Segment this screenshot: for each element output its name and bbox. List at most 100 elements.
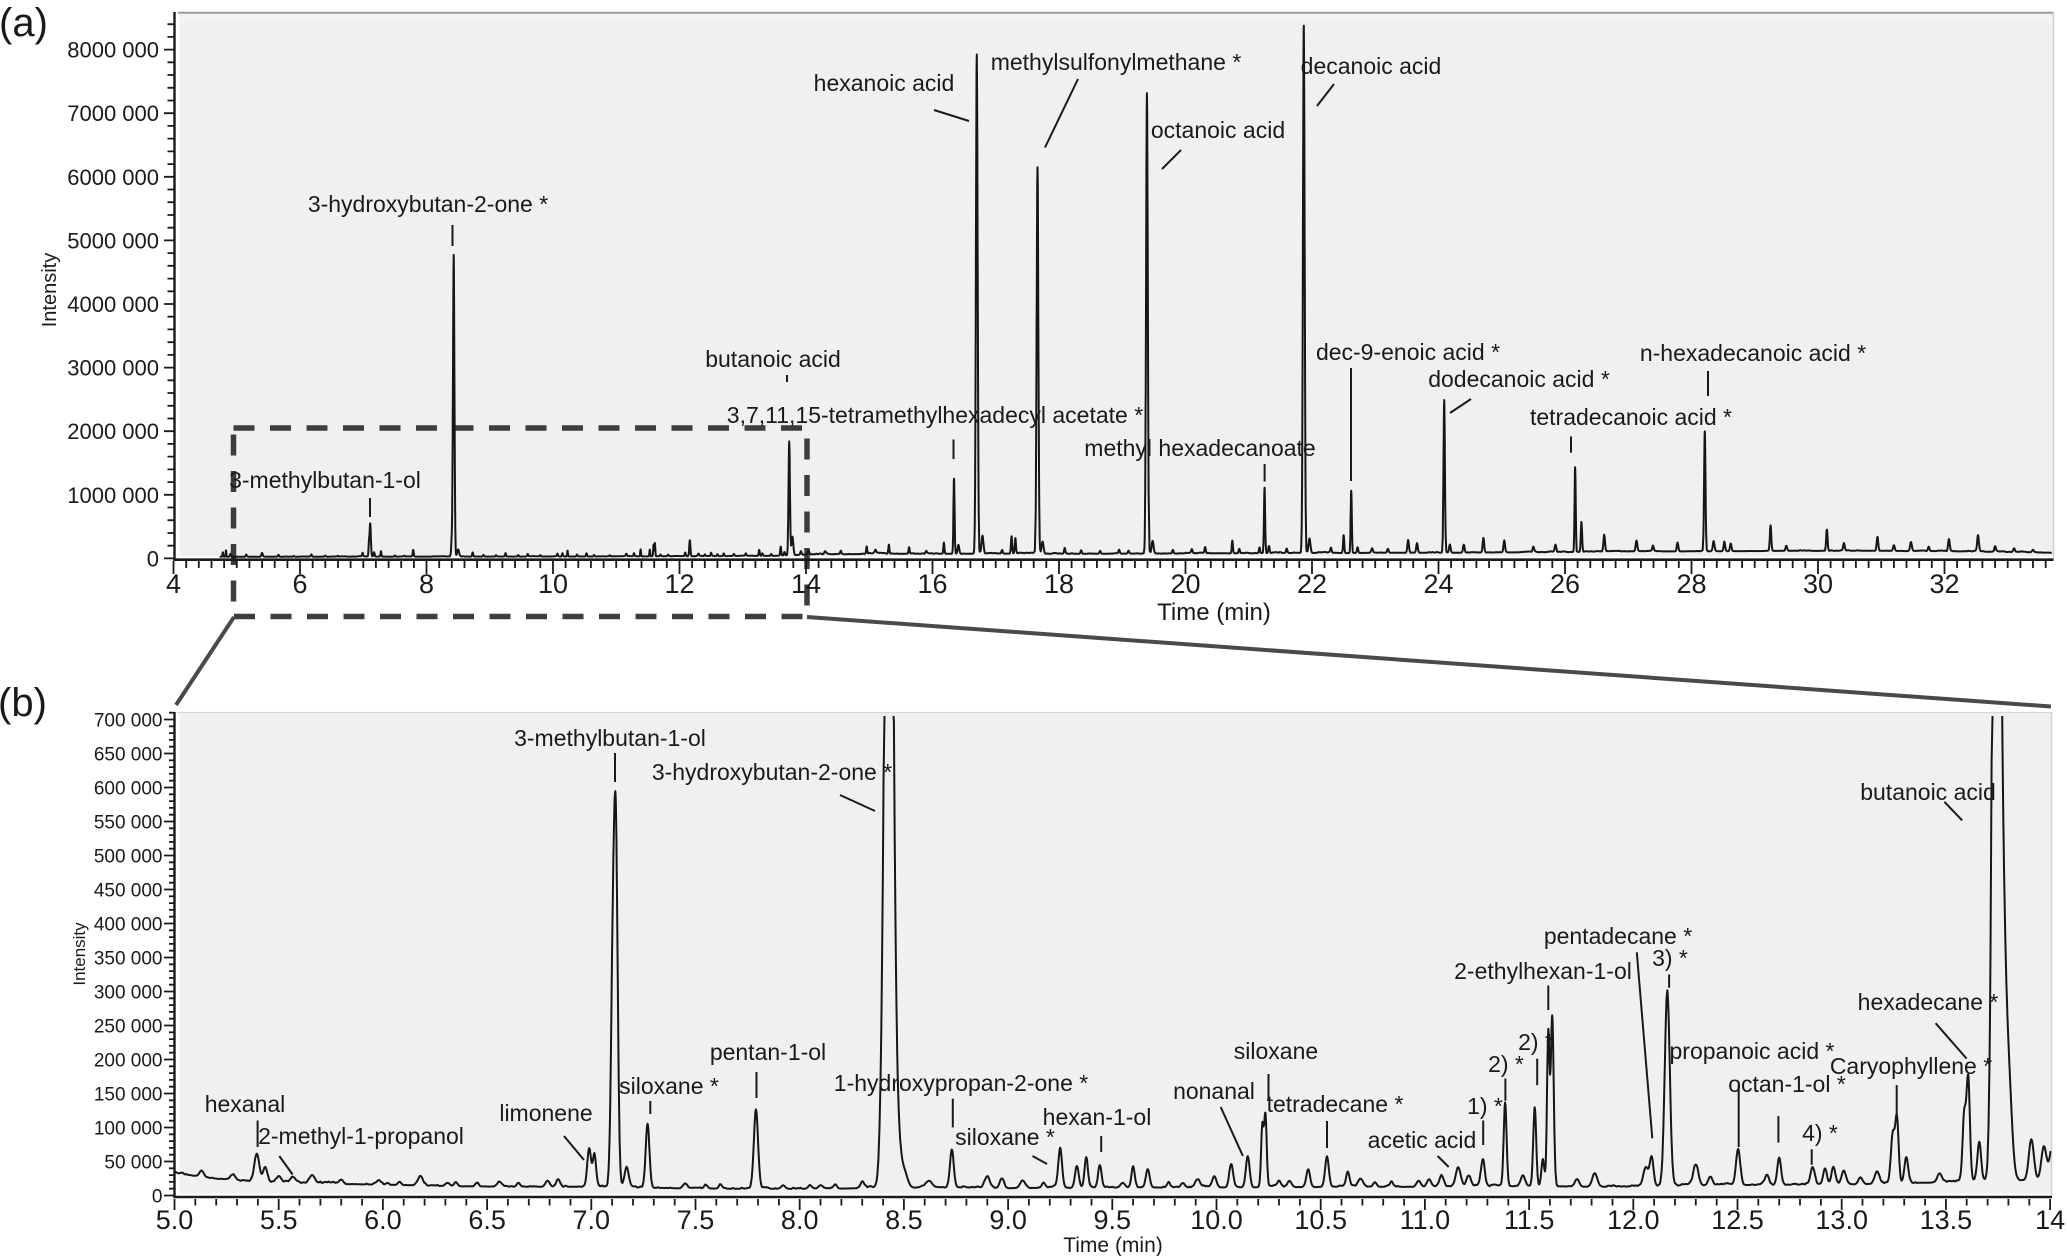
svg-text:4: 4 (166, 569, 181, 599)
svg-text:10.0: 10.0 (1190, 1205, 1243, 1235)
svg-text:Intensity: Intensity (70, 922, 89, 986)
svg-text:siloxane *: siloxane * (955, 1124, 1055, 1150)
svg-text:0: 0 (152, 1187, 163, 1208)
svg-text:siloxane: siloxane (1234, 1038, 1318, 1064)
svg-text:tetradecanoic acid *: tetradecanoic acid * (1530, 404, 1732, 430)
svg-text:butanoic acid: butanoic acid (705, 346, 841, 372)
svg-text:hexadecane *: hexadecane * (1858, 989, 1999, 1015)
svg-text:1-hydroxypropan-2-one *: 1-hydroxypropan-2-one * (834, 1070, 1088, 1096)
svg-text:12: 12 (664, 569, 694, 599)
svg-text:30: 30 (1803, 569, 1833, 599)
svg-text:11.5: 11.5 (1504, 1205, 1555, 1235)
svg-text:12.0: 12.0 (1607, 1205, 1660, 1235)
svg-text:9.0: 9.0 (989, 1205, 1027, 1235)
svg-text:2) *: 2) * (1488, 1051, 1524, 1077)
svg-text:hexanal: hexanal (205, 1091, 286, 1117)
svg-text:6.5: 6.5 (468, 1205, 506, 1235)
svg-text:7.0: 7.0 (573, 1205, 611, 1235)
svg-text:5.0: 5.0 (156, 1205, 194, 1235)
svg-text:Caryophyllene *: Caryophyllene * (1830, 1053, 1992, 1079)
svg-text:limonene: limonene (499, 1100, 592, 1126)
svg-text:20: 20 (1170, 569, 1200, 599)
svg-text:6000 000: 6000 000 (67, 165, 159, 190)
svg-text:14: 14 (2035, 1205, 2065, 1235)
svg-text:5000 000: 5000 000 (67, 228, 159, 253)
svg-text:acetic acid: acetic acid (1368, 1127, 1477, 1153)
svg-text:siloxane *: siloxane * (619, 1073, 719, 1099)
svg-text:5.5: 5.5 (260, 1205, 298, 1235)
svg-text:350 000: 350 000 (94, 949, 163, 970)
svg-text:1000 000: 1000 000 (67, 483, 159, 508)
svg-text:10: 10 (538, 569, 568, 599)
svg-text:9.5: 9.5 (1094, 1205, 1132, 1235)
svg-text:2-methyl-1-propanol: 2-methyl-1-propanol (258, 1123, 464, 1149)
svg-text:650 000: 650 000 (94, 745, 163, 766)
svg-text:13.0: 13.0 (1815, 1205, 1868, 1235)
svg-text:200 000: 200 000 (94, 1051, 163, 1072)
svg-text:13.5: 13.5 (1920, 1205, 1973, 1235)
svg-text:11.0: 11.0 (1400, 1205, 1451, 1235)
svg-text:3-hydroxybutan-2-one *: 3-hydroxybutan-2-one * (652, 759, 892, 785)
svg-text:6: 6 (292, 569, 307, 599)
svg-text:decanoic acid: decanoic acid (1301, 53, 1442, 79)
svg-text:1) *: 1) * (1467, 1093, 1503, 1119)
svg-text:pentadecane *: pentadecane * (1544, 923, 1692, 949)
svg-text:32: 32 (1929, 569, 1959, 599)
svg-text:methylsulfonylmethane *: methylsulfonylmethane * (991, 49, 1242, 75)
svg-text:22: 22 (1297, 569, 1327, 599)
svg-text:3-methylbutan-1-ol: 3-methylbutan-1-ol (514, 725, 706, 751)
svg-text:3) *: 3) * (1652, 945, 1688, 971)
svg-text:dodecanoic acid *: dodecanoic acid * (1428, 366, 1610, 392)
svg-text:4000 000: 4000 000 (67, 292, 159, 317)
svg-text:propanoic acid *: propanoic acid * (1670, 1038, 1835, 1064)
svg-text:300 000: 300 000 (94, 983, 163, 1004)
svg-text:3,7,11,15-tetramethylhexadecyl: 3,7,11,15-tetramethylhexadecyl acetate * (727, 402, 1143, 428)
svg-text:Intensity: Intensity (39, 253, 61, 327)
svg-text:26: 26 (1550, 569, 1580, 599)
svg-text:2-ethylhexan-1-ol: 2-ethylhexan-1-ol (1454, 958, 1632, 984)
svg-text:500 000: 500 000 (94, 847, 163, 868)
svg-text:(b): (b) (0, 681, 47, 725)
svg-text:18: 18 (1044, 569, 1074, 599)
svg-text:methyl hexadecanoate: methyl hexadecanoate (1084, 435, 1315, 461)
svg-text:3000 000: 3000 000 (67, 356, 159, 381)
svg-text:8.0: 8.0 (781, 1205, 819, 1235)
svg-text:2000 000: 2000 000 (67, 419, 159, 444)
svg-text:nonanal: nonanal (1173, 1078, 1255, 1104)
svg-text:octanoic acid: octanoic acid (1151, 117, 1285, 143)
svg-text:4) *: 4) * (1802, 1120, 1838, 1146)
svg-text:hexan-1-ol: hexan-1-ol (1043, 1104, 1152, 1130)
svg-text:8000 000: 8000 000 (67, 38, 159, 63)
svg-text:6.0: 6.0 (364, 1205, 402, 1235)
svg-text:dec-9-enoic acid *: dec-9-enoic acid * (1316, 339, 1500, 365)
svg-text:250 000: 250 000 (94, 1017, 163, 1038)
svg-text:pentan-1-ol: pentan-1-ol (710, 1039, 826, 1065)
svg-text:3-methylbutan-1-ol: 3-methylbutan-1-ol (229, 467, 421, 493)
svg-text:150 000: 150 000 (94, 1085, 163, 1106)
svg-text:50 000: 50 000 (104, 1153, 162, 1174)
svg-text:24: 24 (1423, 569, 1453, 599)
svg-text:28: 28 (1676, 569, 1706, 599)
svg-text:tetradecane *: tetradecane * (1267, 1091, 1404, 1117)
svg-text:0: 0 (147, 546, 159, 571)
svg-text:12.5: 12.5 (1711, 1205, 1764, 1235)
svg-text:8.5: 8.5 (885, 1205, 923, 1235)
svg-text:700 000: 700 000 (94, 711, 163, 732)
svg-text:butanoic acid: butanoic acid (1860, 779, 1996, 805)
svg-text:octan-1-ol *: octan-1-ol * (1728, 1071, 1846, 1097)
svg-text:16: 16 (917, 569, 947, 599)
svg-text:hexanoic acid: hexanoic acid (814, 70, 955, 96)
svg-text:400 000: 400 000 (94, 915, 163, 936)
svg-text:Time (min): Time (min) (1157, 599, 1271, 626)
svg-text:100 000: 100 000 (94, 1119, 163, 1140)
svg-text:(a): (a) (0, 1, 48, 45)
svg-text:Time (min): Time (min) (1063, 1234, 1163, 1256)
svg-text:7.5: 7.5 (677, 1205, 715, 1235)
svg-text:600 000: 600 000 (94, 779, 163, 800)
svg-text:550 000: 550 000 (94, 813, 163, 834)
svg-text:10.5: 10.5 (1294, 1205, 1347, 1235)
svg-text:n-hexadecanoic acid *: n-hexadecanoic acid * (1640, 340, 1866, 366)
svg-text:8: 8 (419, 569, 434, 599)
svg-text:7000 000: 7000 000 (67, 101, 159, 126)
svg-text:450 000: 450 000 (94, 881, 163, 902)
